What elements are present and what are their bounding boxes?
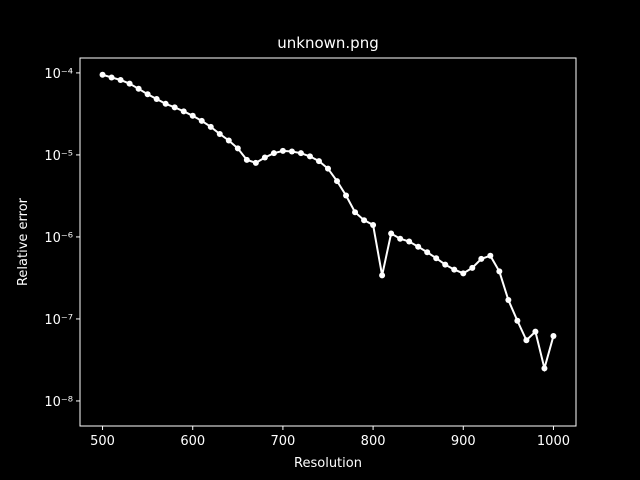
data-point [306,153,313,160]
data-point [469,264,476,271]
data-point [144,91,151,98]
x-tick-label: 600 [180,434,205,449]
plot-frame [79,57,577,427]
data-point [216,130,223,137]
data-point [361,217,368,224]
data-point [315,158,322,165]
x-tick-label: 500 [90,434,115,449]
data-point [297,150,304,157]
y-tick-label: 10⁻⁴ [44,67,73,82]
data-point [352,209,359,216]
data-point [433,255,440,262]
data-point [171,104,178,111]
data-point [442,261,449,268]
chart-title: unknown.png [277,34,378,52]
data-point [153,96,160,103]
y-tick-label: 10⁻⁶ [44,231,73,246]
data-point [550,332,557,339]
y-tick-label: 10⁻⁵ [44,149,73,164]
data-point [279,147,286,154]
plot-area [99,71,557,373]
data-point [234,145,241,152]
data-point [406,238,413,245]
data-point [388,230,395,237]
data-point [487,252,494,259]
data-point [162,100,169,107]
data-point [334,178,341,185]
data-point [261,154,268,161]
data-point [514,317,521,324]
data-point [135,85,142,92]
data-point [397,235,404,242]
data-point [225,137,232,144]
data-point [126,80,133,87]
data-point [343,192,350,199]
data-point [108,74,115,81]
data-point [325,165,331,172]
y-tick-label: 10⁻⁸ [44,395,73,410]
data-point [505,297,512,304]
x-axis-label: Resolution [294,456,362,471]
data-point [288,148,295,155]
data-point [243,156,250,163]
data-point [541,365,548,372]
data-point [117,76,124,83]
data-point [496,268,503,275]
data-point [451,266,458,273]
x-tick-label: 800 [361,434,386,449]
data-point [424,249,431,256]
data-point [478,255,485,262]
y-axis-label: Relative error [16,197,31,286]
data-point [180,108,187,115]
data-point [207,123,214,130]
data-point [99,71,106,78]
data-point [523,337,530,344]
data-point [370,221,377,228]
y-tick-label: 10⁻⁷ [44,313,73,328]
data-point [415,243,422,250]
x-tick-label: 700 [270,434,295,449]
x-tick-label: 900 [451,434,476,449]
data-point [198,117,205,124]
data-point [252,159,259,166]
data-point [189,112,196,119]
data-point [270,150,277,157]
data-point [379,272,386,279]
data-point [532,328,539,335]
x-tick-label: 1000 [537,434,570,449]
data-point [460,270,467,277]
